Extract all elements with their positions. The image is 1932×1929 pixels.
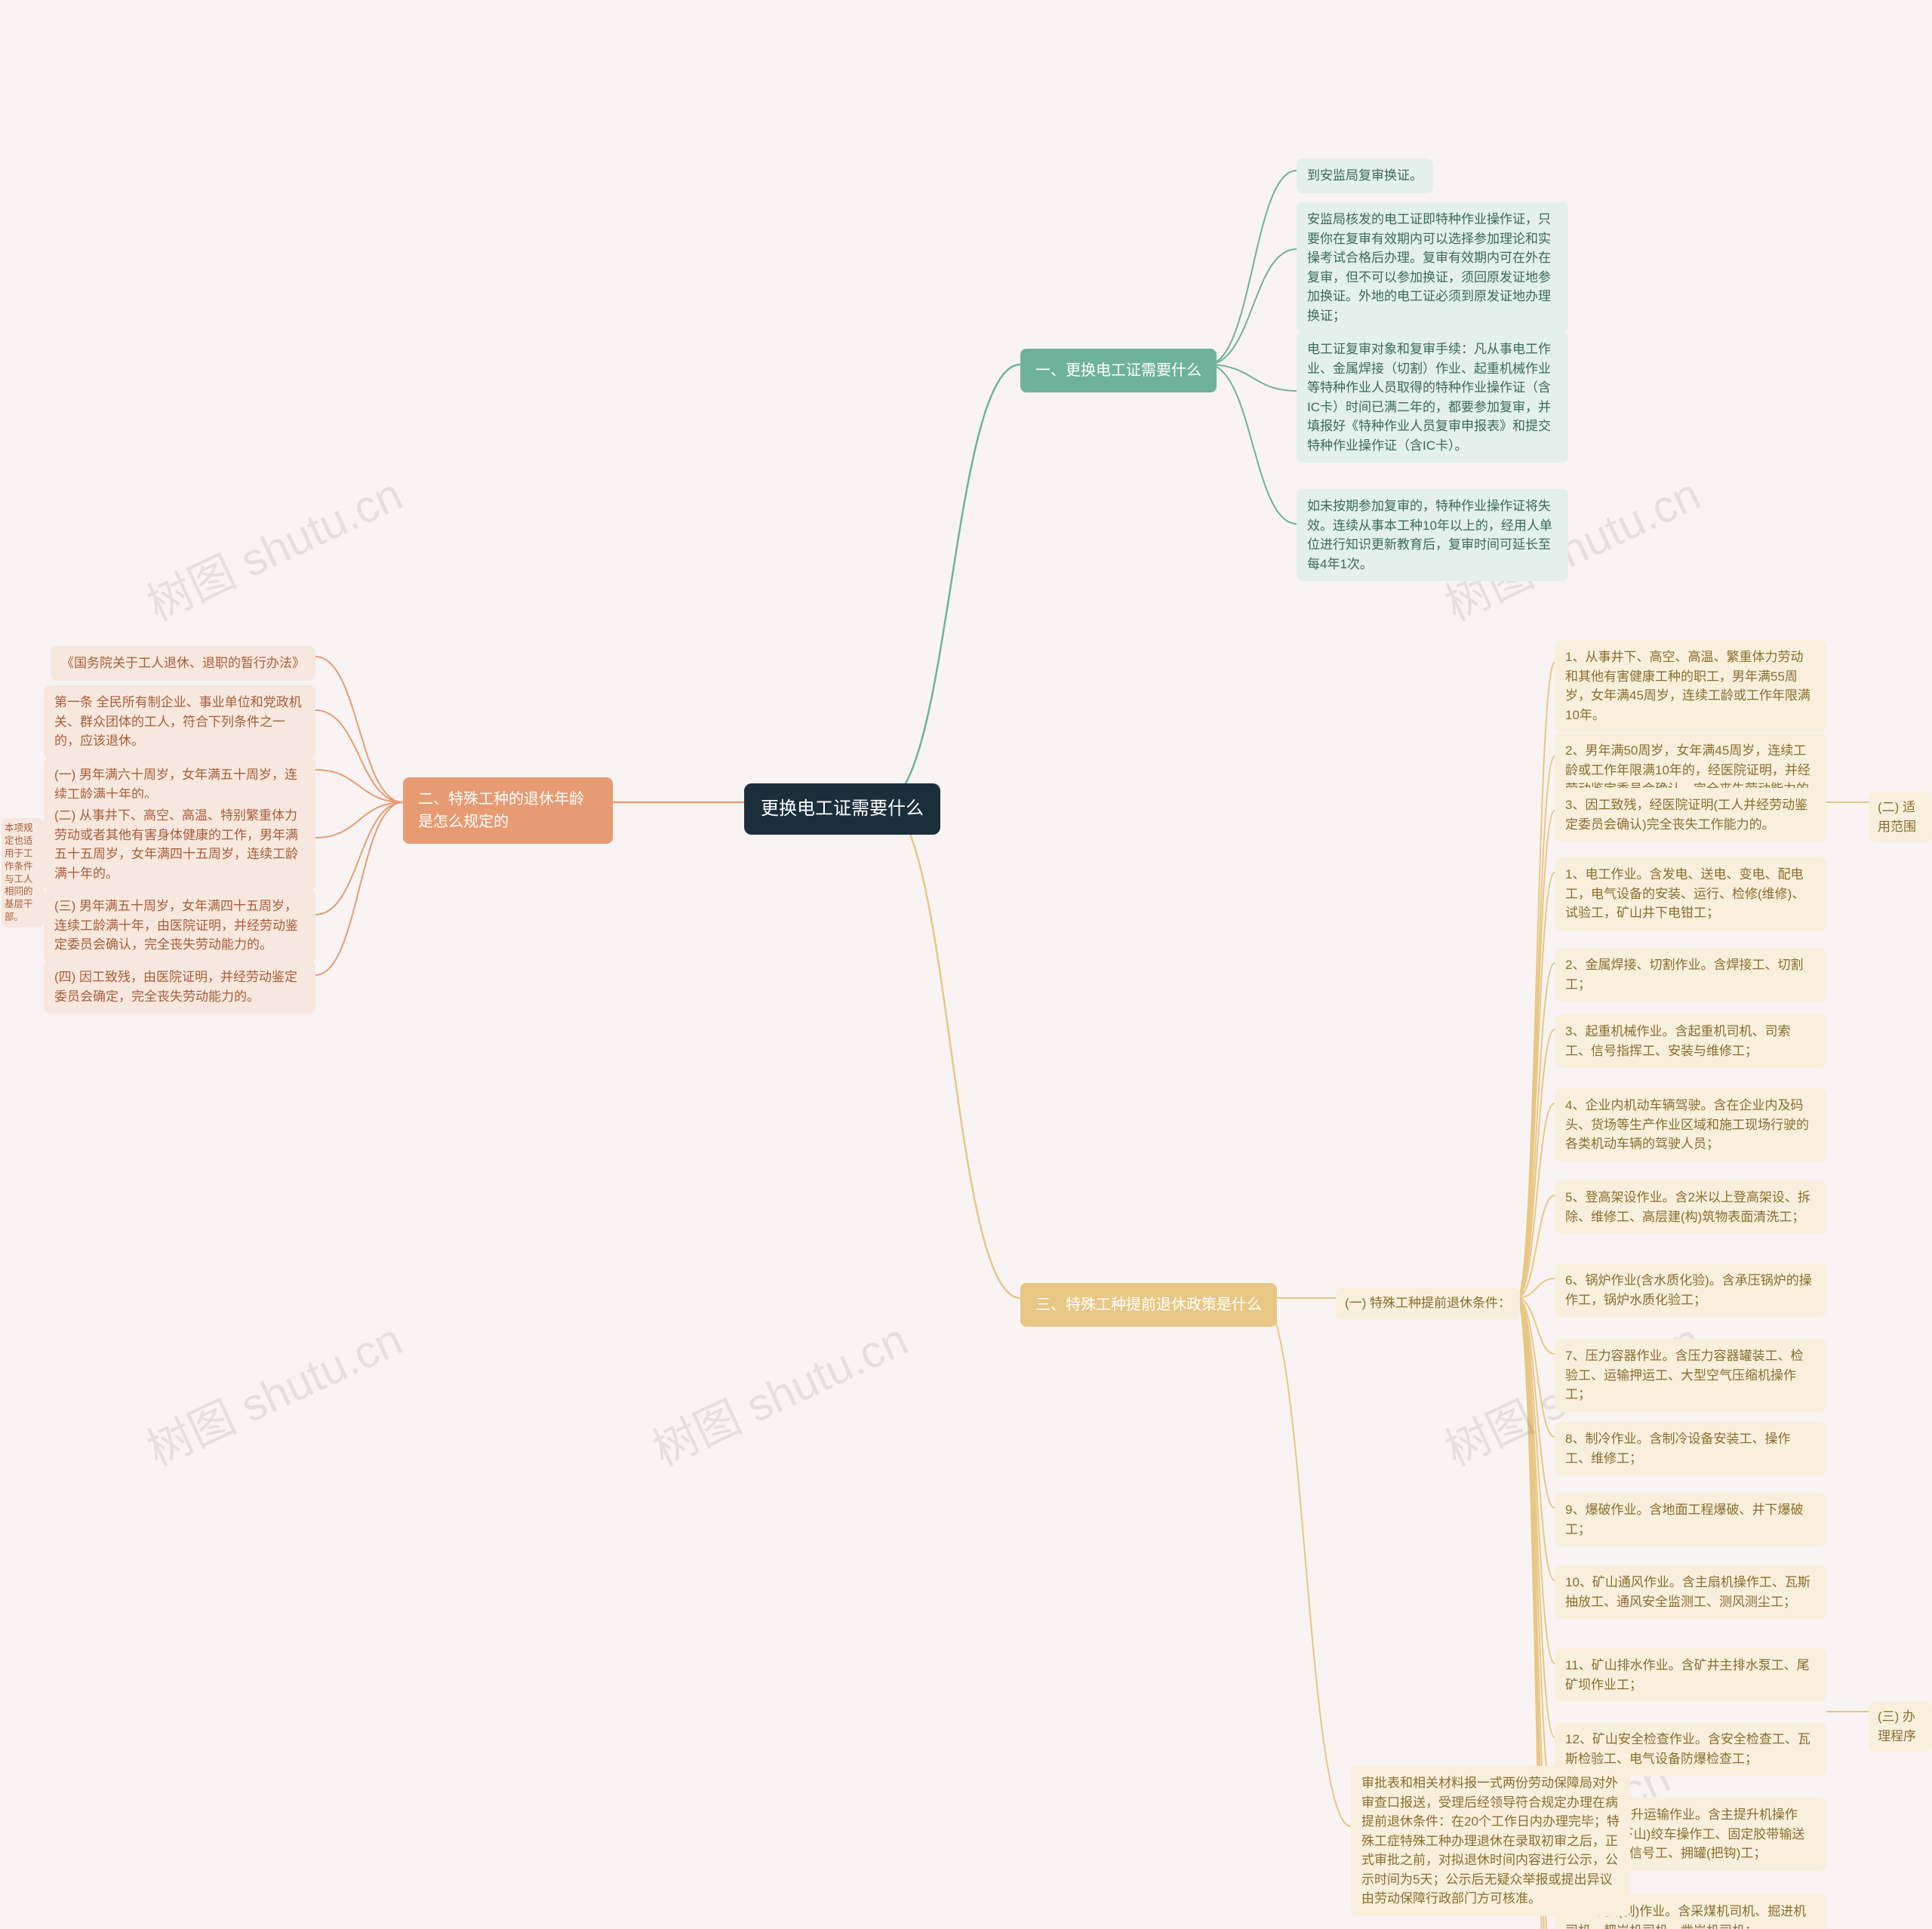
branch-2-leaf: 《国务院关于工人退休、退职的暂行办法》: [51, 646, 315, 681]
branch-3-list-leaf: 7、压力容器作业。含压力容器罐装工、检验工、运输押运工、大型空气压缩机操作工；: [1555, 1339, 1826, 1412]
root-node[interactable]: 更换电工证需要什么: [744, 783, 940, 835]
branch-3-list-leaf: 2、金属焊接、切割作业。含焊接工、切割工；: [1555, 948, 1826, 1001]
branch-2-leaf: 第一条 全民所有制企业、事业单位和党政机关、群众团体的工人，符合下列条件之一的，…: [44, 685, 315, 758]
watermark: 树图 shutu.cn: [641, 1303, 917, 1478]
branch-2-title[interactable]: 二、特殊工种的退休年龄是怎么规定的: [403, 777, 613, 844]
watermark: 树图 shutu.cn: [135, 1303, 411, 1478]
branch-3-list-leaf: 11、矿山排水作业。含矿井主排水泵工、尾矿坝作业工；: [1555, 1648, 1826, 1702]
branch-3-label-2: (二) 适用范围: [1869, 792, 1932, 842]
branch-2-leaf: (三) 男年满五十周岁，女年满四十五周岁，连续工龄满十年，由医院证明，并经劳动鉴…: [44, 889, 315, 962]
branch-3-list-leaf: 3、起重机械作业。含起重机司机、司索工、信号指挥工、安装与维修工；: [1555, 1014, 1826, 1068]
branch-3-list-leaf: 6、锅炉作业(含水质化验)。含承压锅炉的操作工，锅炉水质化验工；: [1555, 1263, 1826, 1317]
branch-3-list-leaf: 8、制冷作业。含制冷设备安装工、操作工、维修工；: [1555, 1422, 1826, 1475]
branch-3-list-leaf: 5、登高架设作业。含2米以上登高架设、拆除、维修工、高层建(构)筑物表面清洗工；: [1555, 1180, 1826, 1234]
branch-3-scope-leaf: 3、因工致残，经医院证明(工人并经劳动鉴定委员会确认)完全丧失工作能力的。: [1555, 788, 1826, 841]
branch-3-list-leaf: 4、企业内机动车辆驾驶。含在企业内及码头、货场等生产作业区域和施工现场行驶的各类…: [1555, 1088, 1826, 1161]
watermark: 树图 shutu.cn: [135, 458, 411, 633]
branch-1-leaf: 到安监局复审换证。: [1297, 158, 1433, 193]
branch-3-title[interactable]: 三、特殊工种提前退休政策是什么: [1020, 1283, 1277, 1327]
branch-1-leaf: 电工证复审对象和复审手续：凡从事电工作业、金属焊接（切割）作业、起重机械作业等特…: [1297, 332, 1568, 463]
branch-2-leaf: (二) 从事井下、高空、高温、特别繁重体力劳动或者其他有害身体健康的工作，男年满…: [44, 798, 315, 891]
branch-3-label-3: (三) 办理程序: [1869, 1701, 1932, 1752]
branch-1-title[interactable]: 一、更换电工证需要什么: [1020, 349, 1217, 392]
branch-2-extra-leaf: 本项规定也适用于工作条件与工人相同的基层干部。: [2, 818, 44, 928]
branch-3-scope-leaf: 1、从事井下、高空、高温、繁重体力劳动和其他有害健康工种的职工，男年满55周岁，…: [1555, 640, 1826, 732]
branch-3-procedure-leaf: 审批表和相关材料报一式两份劳动保障局对外审查口报送，受理后经领导符合规定办理在病…: [1351, 1766, 1630, 1916]
branch-1-leaf: 如未按期参加复审的，特种作业操作证将失效。连续从事本工种10年以上的，经用人单位…: [1297, 489, 1568, 581]
branch-3-label-1: (一) 特殊工种提前退休条件：: [1336, 1288, 1520, 1319]
branch-1-leaf: 安监局核发的电工证即特种作业操作证，只要你在复审有效期内可以选择参加理论和实操考…: [1297, 202, 1568, 333]
branch-3-list-leaf: 1、电工作业。含发电、送电、变电、配电工，电气设备的安装、运行、检修(维修)、试…: [1555, 857, 1826, 931]
branch-3-list-leaf: 9、爆破作业。含地面工程爆破、井下爆破工；: [1555, 1493, 1826, 1546]
branch-3-list-leaf: 10、矿山通风作业。含主扇机操作工、瓦斯抽放工、通风安全监测工、测风测尘工；: [1555, 1565, 1826, 1619]
branch-2-leaf: (四) 因工致残，由医院证明，并经劳动鉴定委员会确定，完全丧失劳动能力的。: [44, 960, 315, 1014]
